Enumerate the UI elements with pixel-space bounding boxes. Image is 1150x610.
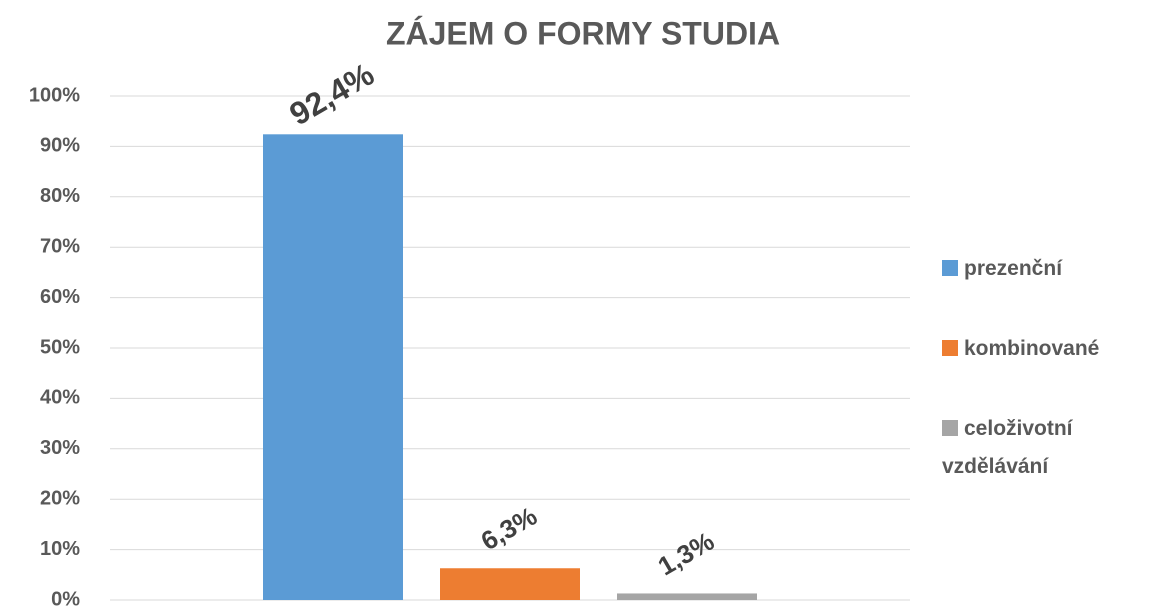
legend-label: kombinované [964,337,1100,360]
y-tick-label: 100% [29,84,80,106]
legend-swatch [942,340,958,356]
legend-item: prezenční [942,250,1142,288]
y-tick-label: 80% [40,185,80,207]
data-label: 92,4% [283,56,380,133]
bar [440,568,580,600]
bar [617,593,757,600]
y-tick-label: 50% [40,336,80,358]
y-tick-label: 60% [40,286,80,308]
legend-item: kombinované [942,330,1142,368]
legend-label: prezenční [964,257,1063,280]
y-tick-label: 20% [40,487,80,509]
y-tick-label: 90% [40,135,80,157]
legend-swatch [942,260,958,276]
y-tick-label: 40% [40,387,80,409]
data-label: 6,3% [476,501,542,557]
y-tick-label: 70% [40,235,80,257]
y-tick-label: 10% [40,538,80,560]
bar [263,134,403,600]
data-label: 1,3% [653,526,719,582]
chart-title: ZÁJEM O FORMY STUDIA [386,15,780,51]
legend-label: celoživotní vzdělávání [942,417,1073,478]
legend-item: celoživotní vzdělávání [942,410,1142,486]
y-tick-label: 0% [51,588,80,610]
legend-swatch [942,420,958,436]
y-tick-label: 30% [40,437,80,459]
